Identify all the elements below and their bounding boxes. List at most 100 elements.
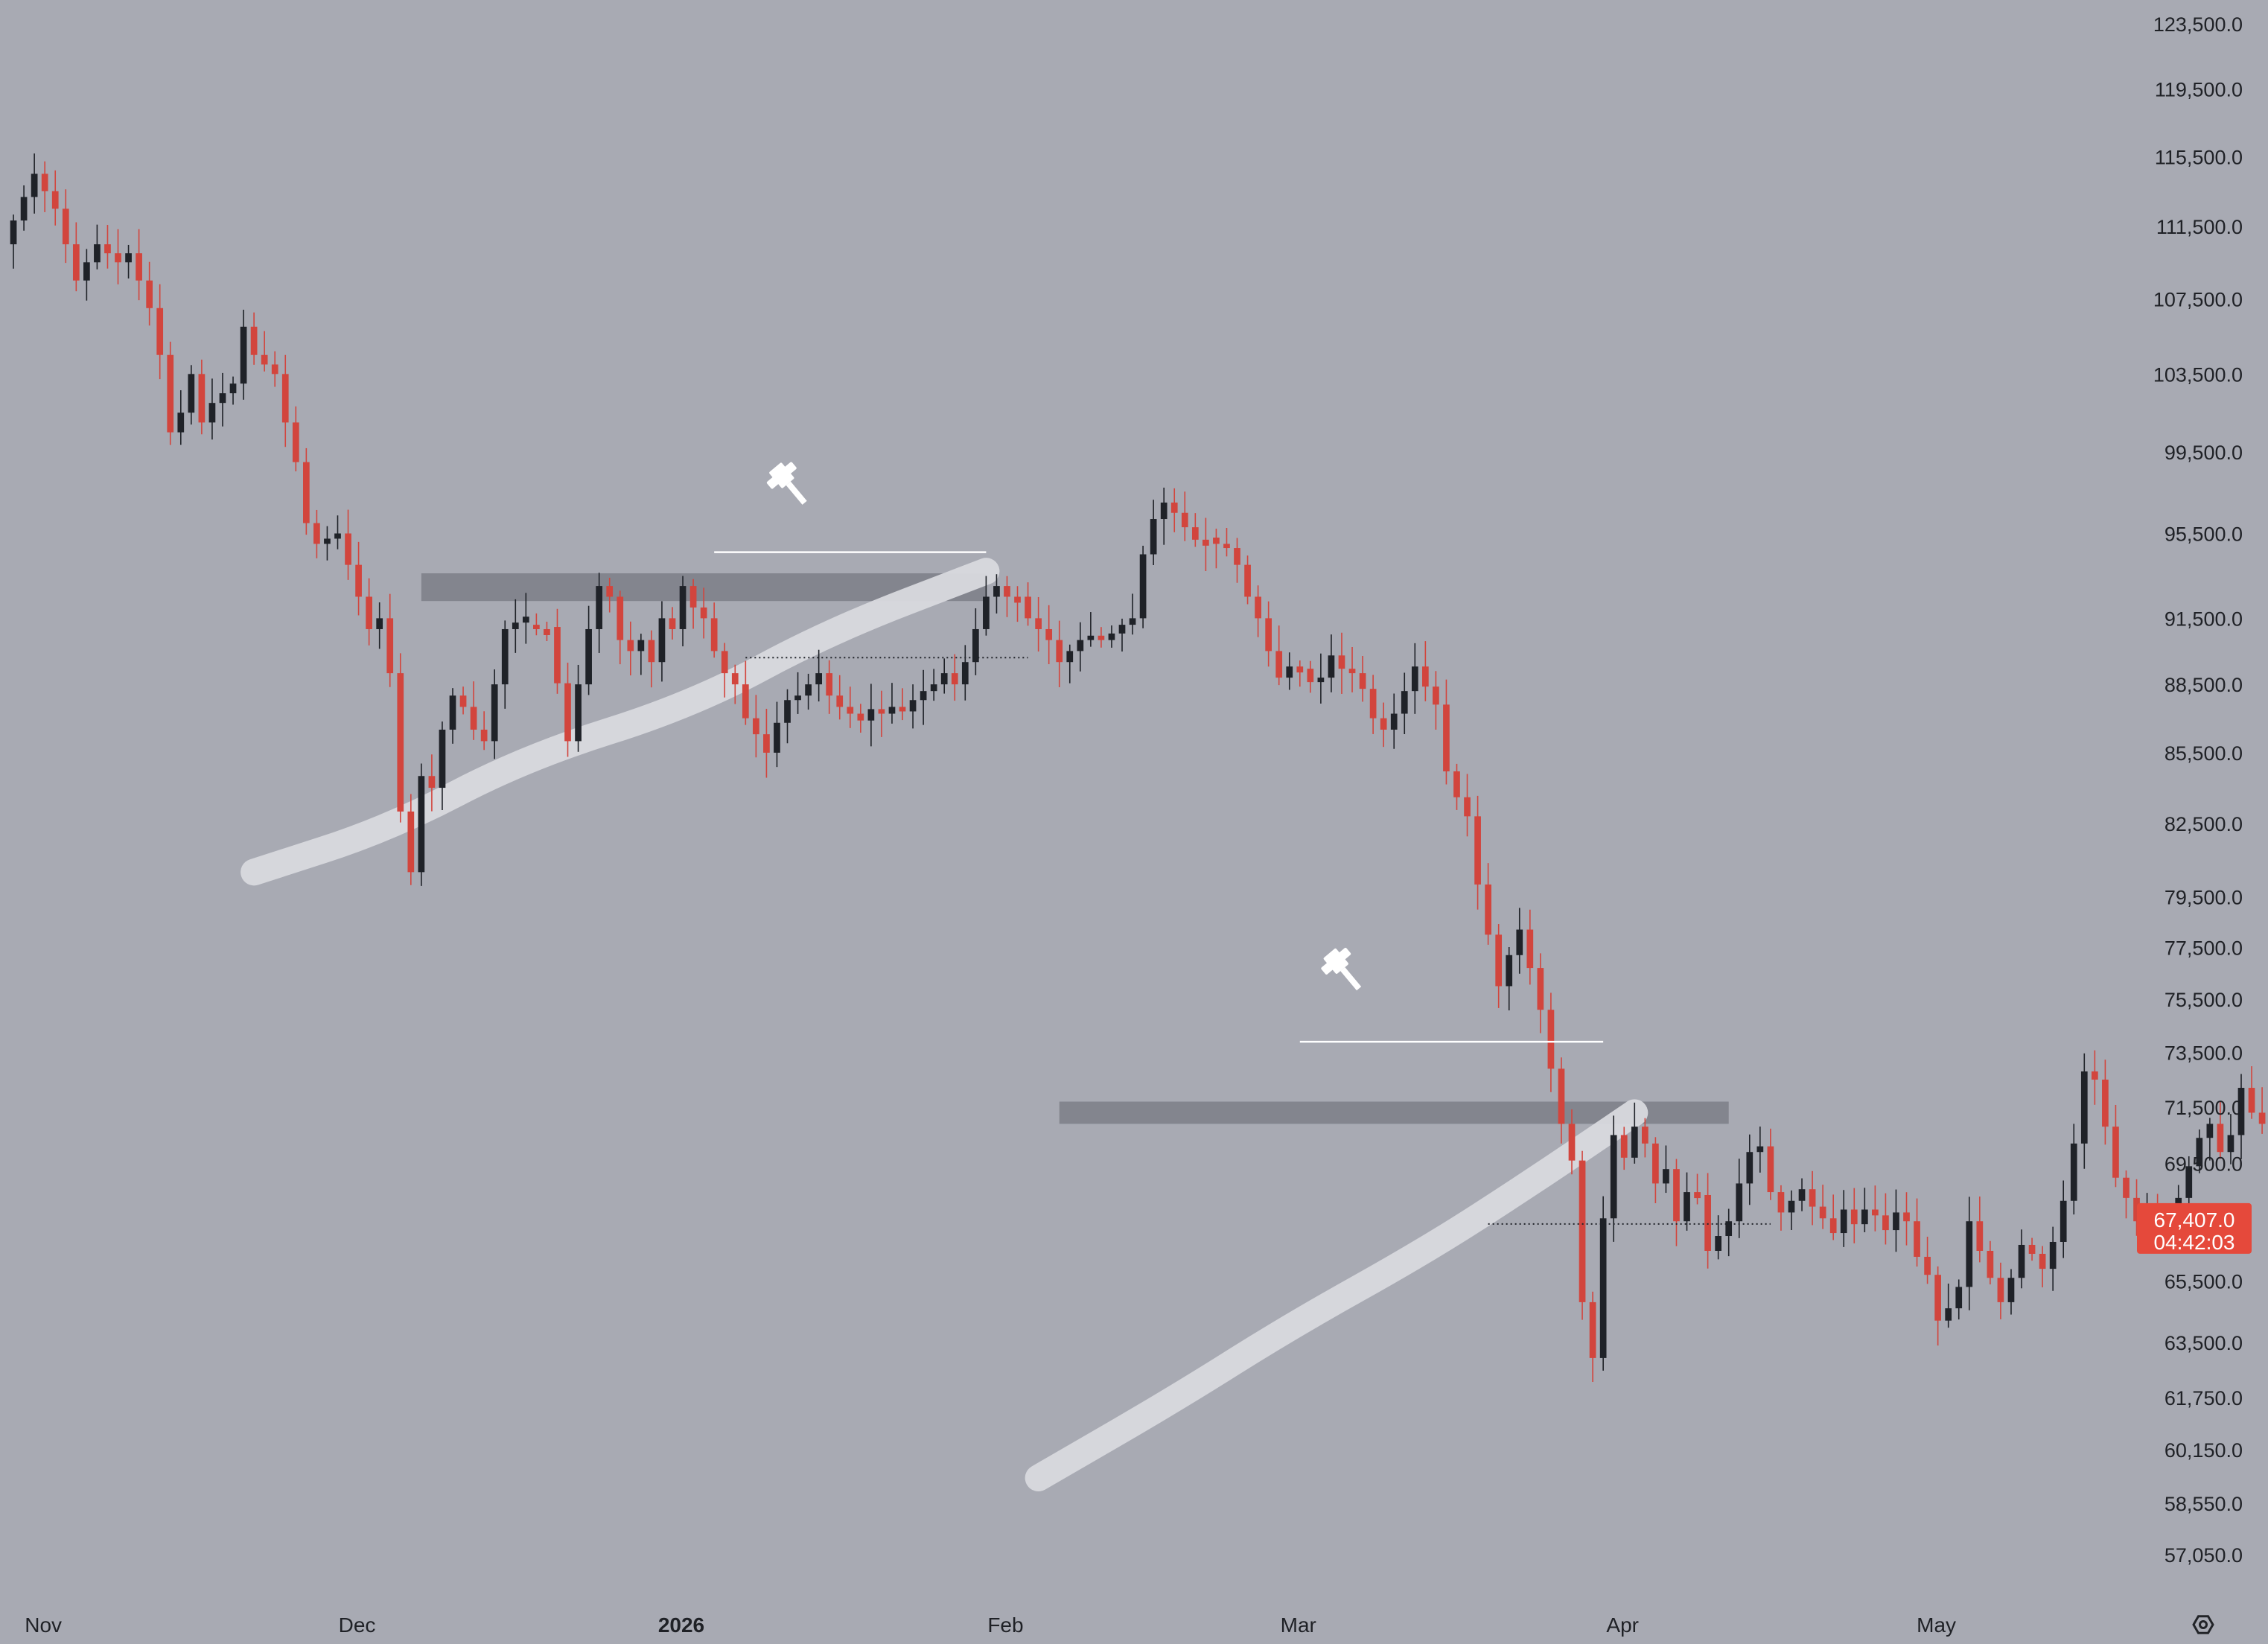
- candle-body: [815, 673, 822, 685]
- candle-body: [794, 695, 801, 701]
- candle: [1380, 702, 1387, 748]
- candle-body: [1589, 1302, 1596, 1358]
- candle: [2049, 1226, 2057, 1291]
- candle-body: [669, 618, 676, 629]
- candle: [2091, 1050, 2098, 1105]
- candle: [1191, 513, 1199, 547]
- price-axis[interactable]: 123,500.0 119,500.0 115,500.0 111,500.0 107,…: [2153, 13, 2243, 1567]
- candle-body: [648, 640, 655, 663]
- candle-body: [1809, 1189, 1816, 1207]
- candle: [1203, 517, 1209, 572]
- candle: [2206, 1118, 2214, 1161]
- candle: [1506, 947, 1513, 1011]
- candle: [418, 763, 425, 886]
- candle: [1558, 1057, 1565, 1144]
- candle: [1829, 1194, 1837, 1240]
- candle: [2060, 1180, 2067, 1258]
- candle-body: [700, 607, 707, 619]
- candle-body: [1872, 1209, 1879, 1216]
- candle-body: [1631, 1127, 1638, 1158]
- candle: [229, 376, 237, 405]
- candle: [522, 593, 529, 644]
- candle-body: [1599, 1218, 1607, 1358]
- candle-body: [1170, 502, 1178, 513]
- date-tick-label: 2026: [658, 1613, 704, 1637]
- candle-body: [1495, 934, 1503, 987]
- candle: [1955, 1279, 1963, 1320]
- candle-body: [188, 374, 195, 413]
- candle-body: [533, 625, 540, 629]
- candle-body: [867, 709, 875, 721]
- candle: [2018, 1229, 2025, 1289]
- candle: [731, 664, 739, 704]
- candle: [1244, 555, 1251, 605]
- candle-body: [1976, 1221, 1984, 1251]
- candle-body: [961, 662, 969, 685]
- candle: [658, 601, 666, 682]
- gavel-icon: [766, 462, 807, 505]
- candle: [826, 660, 833, 714]
- price-badge-background: [2137, 1202, 2252, 1254]
- candle: [1579, 1150, 1586, 1320]
- candle-body: [993, 586, 1000, 597]
- candle-body: [208, 403, 216, 423]
- candle: [1599, 1196, 1607, 1371]
- wedge-trendline: [1025, 1099, 1649, 1492]
- candle: [627, 621, 634, 676]
- price-tick-label: 63,500.0: [2165, 1332, 2243, 1354]
- candle-body: [1924, 1256, 1931, 1275]
- price-tick-label: 79,500.0: [2165, 887, 2243, 909]
- candle-body: [731, 673, 739, 685]
- candle-body: [1777, 1192, 1785, 1213]
- candle: [376, 602, 383, 649]
- price-tick-label: 95,500.0: [2165, 523, 2243, 545]
- candle: [1359, 656, 1366, 702]
- candle: [1443, 679, 1450, 785]
- candle: [1924, 1236, 1931, 1284]
- candle-body: [512, 622, 519, 629]
- candle-body: [1861, 1209, 1868, 1225]
- candle-body: [83, 262, 90, 281]
- candle: [470, 681, 477, 740]
- date-tick-label: Nov: [25, 1613, 62, 1637]
- candle-body: [522, 616, 529, 623]
- candle-body: [1526, 929, 1534, 969]
- candle: [983, 576, 990, 636]
- candle-body: [1798, 1189, 1806, 1201]
- candle-body: [1328, 655, 1335, 678]
- candle-body: [1443, 704, 1450, 771]
- candle-body: [742, 684, 749, 719]
- candle: [575, 664, 582, 752]
- candle-body: [1694, 1192, 1701, 1199]
- candle: [1077, 622, 1084, 672]
- date-axis[interactable]: Nov Dec 2026 Feb Mar Apr May: [25, 1613, 1956, 1637]
- candle: [512, 599, 519, 653]
- candle-body: [1160, 502, 1168, 520]
- candle: [1736, 1159, 1743, 1238]
- candle: [1641, 1118, 1649, 1158]
- candle: [292, 406, 299, 472]
- candle: [20, 185, 28, 231]
- price-tick-label: 77,500.0: [2165, 937, 2243, 959]
- candle-body: [345, 533, 351, 565]
- candle: [1997, 1262, 2004, 1319]
- chart-settings-button[interactable]: [2192, 1615, 2214, 1634]
- price-tick-label: 123,500.0: [2153, 13, 2243, 36]
- candle-body: [689, 586, 697, 608]
- date-tick-label: Apr: [1606, 1613, 1639, 1637]
- candle-body: [1307, 669, 1314, 683]
- price-tick-label: 103,500.0: [2153, 363, 2243, 386]
- candle: [1746, 1134, 1753, 1205]
- candle: [763, 708, 770, 778]
- candle: [136, 229, 142, 301]
- candle: [303, 447, 310, 535]
- candle-body: [878, 709, 885, 714]
- candle: [815, 649, 822, 702]
- candle-body: [2007, 1278, 2015, 1302]
- candle-body: [1348, 669, 1356, 674]
- price-tick-label: 71,500.0: [2165, 1097, 2243, 1119]
- candle: [1108, 625, 1115, 648]
- candle: [1526, 909, 1534, 985]
